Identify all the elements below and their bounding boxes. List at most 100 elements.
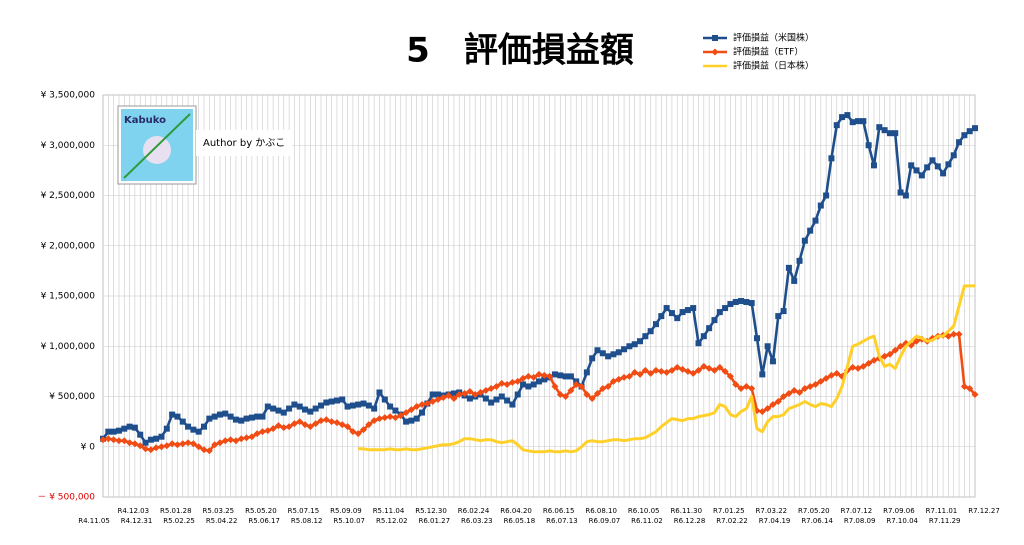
marker <box>769 401 777 409</box>
marker <box>657 367 665 375</box>
marker <box>790 386 798 394</box>
marker <box>493 396 500 403</box>
marker <box>471 390 479 398</box>
plot <box>99 112 979 455</box>
x-tick-label: R7.03.22 <box>756 507 788 515</box>
marker <box>785 389 793 397</box>
marker <box>445 391 453 399</box>
marker <box>860 118 867 125</box>
marker <box>349 428 357 436</box>
y-tick-label: ¥ 2,500,000 <box>41 191 96 201</box>
marker <box>429 391 436 398</box>
marker <box>211 441 219 449</box>
marker <box>641 366 649 374</box>
marker <box>940 170 947 177</box>
marker <box>221 437 229 445</box>
x-tick-label: R5.02.25 <box>163 517 195 525</box>
marker <box>317 417 325 425</box>
marker <box>738 298 745 305</box>
marker <box>562 373 569 380</box>
marker <box>381 396 388 403</box>
marker <box>881 352 889 360</box>
marker <box>625 372 633 380</box>
marker <box>855 118 862 125</box>
x-tick-label: R7.12.27 <box>968 507 1000 515</box>
marker <box>817 377 825 385</box>
marker <box>173 441 181 449</box>
marker <box>605 353 612 360</box>
marker <box>960 382 968 390</box>
marker <box>918 172 925 179</box>
x-tick-label: R5.07.15 <box>288 507 320 515</box>
marker <box>780 308 787 315</box>
marker <box>147 436 154 443</box>
marker <box>897 342 905 350</box>
marker <box>572 380 580 388</box>
marker <box>120 437 128 445</box>
marker <box>706 325 713 332</box>
marker <box>578 382 586 390</box>
legend: 評価損益（米国株） 評価損益（ETF） 評価損益（日本株） <box>703 32 814 72</box>
marker <box>950 330 958 338</box>
marker <box>418 401 426 409</box>
marker <box>115 427 122 434</box>
marker <box>673 363 681 371</box>
marker <box>222 410 229 417</box>
marker <box>147 446 155 454</box>
marker <box>179 418 186 425</box>
marker <box>711 317 718 324</box>
marker <box>583 390 591 398</box>
marker <box>205 447 213 455</box>
marker <box>594 347 601 354</box>
marker <box>375 415 383 423</box>
marker <box>328 418 336 426</box>
x-tick-label: R5.06.17 <box>248 517 280 525</box>
marker <box>631 368 639 376</box>
marker <box>530 381 537 388</box>
marker <box>264 427 272 435</box>
marker <box>365 421 373 429</box>
marker <box>307 408 314 415</box>
marker <box>774 398 782 406</box>
x-tick-label: R5.09.09 <box>330 507 362 515</box>
marker <box>126 439 134 447</box>
marker <box>913 167 920 174</box>
marker <box>338 421 346 429</box>
marker <box>620 373 628 381</box>
marker <box>934 163 941 170</box>
marker <box>216 411 223 418</box>
x-tick-label: R6.09.07 <box>589 517 621 525</box>
x-tick-label: R4.11.05 <box>78 517 110 525</box>
marker <box>610 351 617 358</box>
marker <box>764 405 772 413</box>
x-tick-label: R7.05.20 <box>798 507 830 515</box>
marker <box>695 366 703 374</box>
marker <box>514 377 522 385</box>
marker <box>423 400 431 408</box>
marker <box>833 122 840 129</box>
marker <box>764 343 771 350</box>
marker <box>726 372 734 380</box>
marker <box>477 388 485 396</box>
marker <box>748 300 755 307</box>
marker <box>892 130 899 137</box>
marker <box>541 376 548 383</box>
marker <box>615 349 622 356</box>
marker <box>227 436 235 444</box>
marker <box>775 313 782 320</box>
marker <box>450 395 458 403</box>
marker <box>562 393 570 400</box>
marker <box>865 359 873 367</box>
marker <box>301 421 309 429</box>
marker <box>248 433 256 441</box>
marker <box>924 164 931 171</box>
marker <box>785 264 792 271</box>
marker <box>621 346 628 353</box>
marker <box>105 428 112 435</box>
marker <box>302 406 309 413</box>
legend-label: 評価損益（日本株） <box>733 60 814 72</box>
marker <box>599 350 606 357</box>
marker <box>408 417 415 424</box>
marker <box>615 375 623 383</box>
marker <box>567 386 575 394</box>
